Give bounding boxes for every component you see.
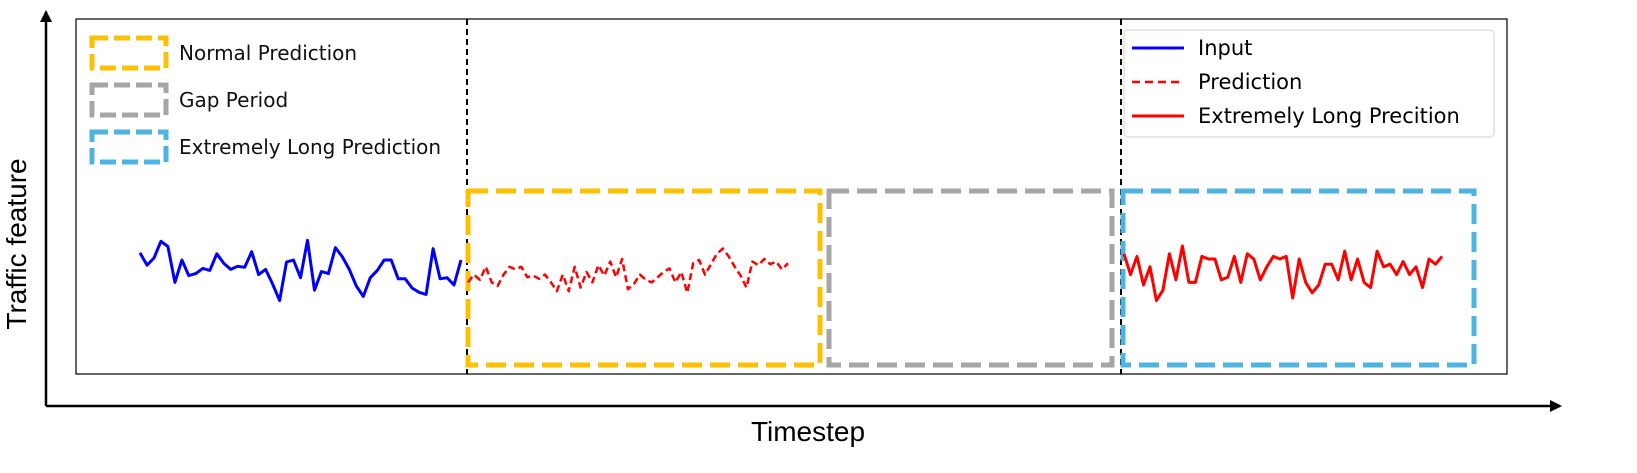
legend-label-gap: Gap Period xyxy=(179,88,288,112)
gap-period-box xyxy=(826,188,1115,368)
prediction-series-line xyxy=(467,247,789,295)
legend-label-prediction: Prediction xyxy=(1198,70,1302,94)
legend-swatch-normal xyxy=(89,35,169,71)
legend-swatch-gap xyxy=(89,82,169,118)
line-legend-frame xyxy=(1123,29,1495,138)
plot-frame xyxy=(75,18,1508,375)
line-legend: Input Prediction Extremely Long Precitio… xyxy=(1123,29,1495,138)
x-axis-title: Timestep xyxy=(751,416,865,447)
legend-label-input: Input xyxy=(1198,36,1252,60)
normal-prediction-box xyxy=(465,188,823,368)
legend-swatch-long xyxy=(89,129,169,165)
long-prediction-series-line xyxy=(1122,244,1444,303)
input-series-line xyxy=(138,238,463,303)
legend-label-normal: Normal Prediction xyxy=(179,41,357,65)
legend-label-long-prediction: Extremely Long Precition xyxy=(1198,104,1460,128)
y-axis-title: Traffic feature xyxy=(1,158,32,329)
box-legend: Normal Prediction Gap Period Extremely L… xyxy=(89,35,441,165)
legend-label-long: Extremely Long Prediction xyxy=(179,135,441,159)
extremely-long-prediction-box xyxy=(1120,188,1477,368)
